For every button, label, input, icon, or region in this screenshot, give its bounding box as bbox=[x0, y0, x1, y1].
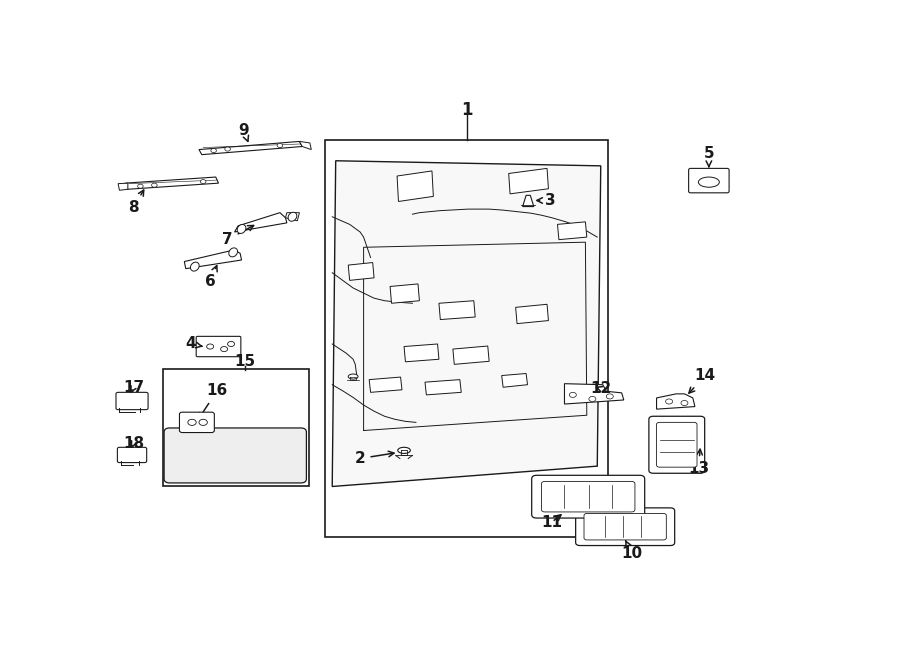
Polygon shape bbox=[501, 373, 527, 387]
FancyBboxPatch shape bbox=[196, 336, 241, 357]
Circle shape bbox=[225, 147, 230, 151]
Polygon shape bbox=[439, 301, 475, 319]
Bar bbox=[325, 140, 608, 537]
Circle shape bbox=[188, 419, 196, 426]
Circle shape bbox=[138, 184, 143, 188]
FancyBboxPatch shape bbox=[584, 514, 666, 540]
Ellipse shape bbox=[238, 225, 246, 233]
Text: 9: 9 bbox=[238, 123, 249, 141]
Text: 11: 11 bbox=[542, 515, 562, 529]
Polygon shape bbox=[523, 196, 534, 207]
Text: 16: 16 bbox=[199, 383, 228, 418]
Circle shape bbox=[199, 419, 207, 426]
Text: 1: 1 bbox=[461, 101, 472, 119]
Text: 6: 6 bbox=[205, 266, 217, 289]
Polygon shape bbox=[657, 394, 695, 409]
Polygon shape bbox=[425, 379, 461, 395]
Ellipse shape bbox=[191, 262, 199, 271]
Ellipse shape bbox=[229, 248, 238, 257]
Ellipse shape bbox=[398, 447, 410, 453]
Polygon shape bbox=[285, 213, 300, 221]
Polygon shape bbox=[348, 262, 374, 280]
Circle shape bbox=[228, 342, 235, 346]
Text: 2: 2 bbox=[355, 451, 394, 466]
Polygon shape bbox=[235, 213, 287, 232]
Polygon shape bbox=[125, 177, 219, 189]
Polygon shape bbox=[516, 304, 548, 324]
FancyBboxPatch shape bbox=[649, 416, 705, 473]
Text: 13: 13 bbox=[688, 449, 709, 476]
Text: 8: 8 bbox=[128, 190, 144, 215]
FancyBboxPatch shape bbox=[164, 428, 306, 483]
Polygon shape bbox=[300, 141, 311, 149]
Polygon shape bbox=[199, 141, 302, 155]
Polygon shape bbox=[390, 284, 419, 303]
Text: 17: 17 bbox=[123, 380, 144, 395]
FancyBboxPatch shape bbox=[542, 481, 634, 512]
Polygon shape bbox=[453, 346, 490, 364]
Polygon shape bbox=[564, 383, 624, 404]
Circle shape bbox=[151, 183, 158, 187]
FancyBboxPatch shape bbox=[576, 508, 675, 545]
Ellipse shape bbox=[288, 212, 297, 221]
Polygon shape bbox=[404, 344, 439, 362]
Text: 3: 3 bbox=[537, 193, 556, 208]
Polygon shape bbox=[118, 183, 128, 190]
Circle shape bbox=[589, 397, 596, 401]
Circle shape bbox=[207, 344, 213, 349]
Polygon shape bbox=[184, 250, 241, 268]
Polygon shape bbox=[397, 171, 434, 202]
Ellipse shape bbox=[698, 177, 719, 187]
Circle shape bbox=[220, 346, 228, 352]
FancyBboxPatch shape bbox=[117, 447, 147, 463]
Text: 5: 5 bbox=[704, 145, 715, 167]
Text: 4: 4 bbox=[185, 336, 202, 352]
Text: 12: 12 bbox=[590, 381, 611, 397]
Text: 18: 18 bbox=[123, 436, 144, 451]
FancyBboxPatch shape bbox=[532, 475, 644, 518]
Circle shape bbox=[211, 149, 216, 153]
Text: 10: 10 bbox=[622, 541, 643, 561]
Circle shape bbox=[570, 393, 576, 397]
Text: 15: 15 bbox=[235, 354, 256, 369]
Circle shape bbox=[277, 143, 283, 147]
Polygon shape bbox=[369, 377, 402, 393]
Polygon shape bbox=[508, 169, 548, 194]
Ellipse shape bbox=[348, 374, 358, 379]
Circle shape bbox=[201, 180, 206, 184]
Text: 14: 14 bbox=[688, 368, 716, 393]
Bar bbox=[163, 369, 310, 486]
Polygon shape bbox=[557, 222, 587, 240]
Circle shape bbox=[607, 394, 613, 399]
Circle shape bbox=[681, 401, 688, 406]
FancyBboxPatch shape bbox=[179, 412, 214, 432]
Text: 7: 7 bbox=[222, 225, 254, 247]
FancyBboxPatch shape bbox=[657, 422, 697, 467]
FancyBboxPatch shape bbox=[688, 169, 729, 193]
Polygon shape bbox=[332, 161, 601, 486]
Circle shape bbox=[666, 399, 672, 404]
FancyBboxPatch shape bbox=[116, 393, 148, 410]
